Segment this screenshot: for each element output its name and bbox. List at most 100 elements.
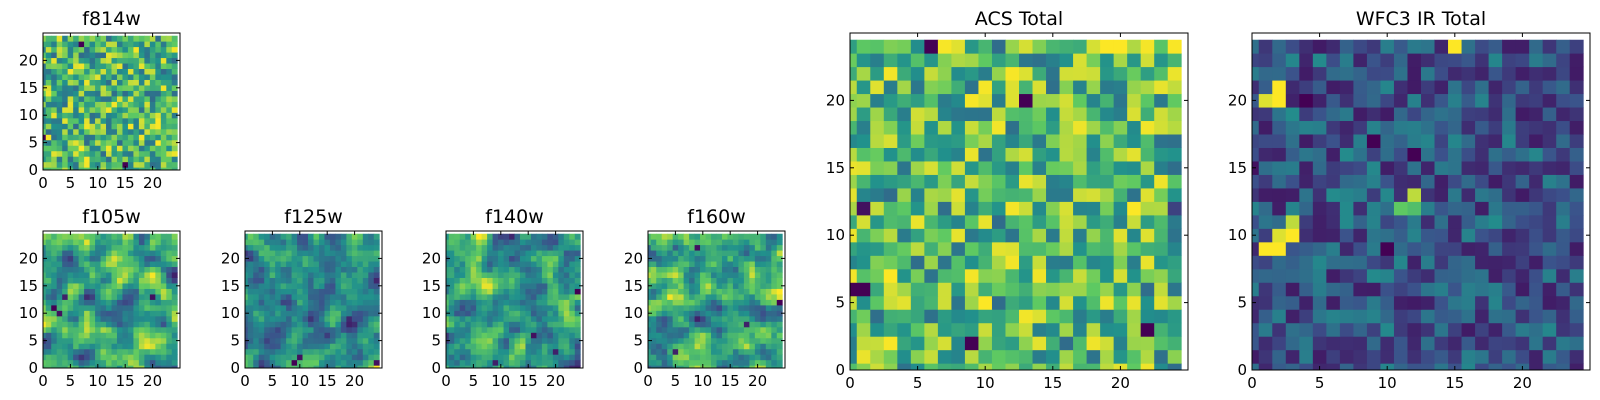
heatmap-cell [275,304,282,311]
heatmap-cell [357,294,364,300]
heatmap-cell [563,294,570,300]
heatmap-cell [525,359,532,366]
heatmap-cell [56,250,63,257]
heatmap-cell [771,283,778,289]
heatmap-cell [850,53,858,68]
heatmap-cell [743,272,750,278]
heatmap-cell [62,343,69,350]
heatmap-cell [1407,201,1422,216]
heatmap-cell [313,321,320,328]
heatmap-cell [1019,107,1033,122]
heatmap-cell [503,310,510,317]
heatmap-cell [672,299,679,306]
heatmap-cell [498,359,504,366]
heatmap-cell [661,288,668,295]
heatmap-cell [749,272,756,278]
heatmap-cell [498,288,504,295]
heatmap-cell [45,128,52,135]
heatmap-cell [700,250,706,257]
heatmap-cell [749,332,756,339]
heatmap-cell [661,233,668,240]
heatmap-cell [716,294,723,300]
heatmap-cell [503,266,510,273]
heatmap-cell [45,250,52,257]
heatmap-cell [84,96,90,102]
heatmap-cell [335,299,342,306]
heatmap-cell [514,250,521,257]
heatmap-cell [122,79,129,86]
heatmap-cell [89,85,96,91]
heatmap-cell [870,241,885,256]
heatmap-cell [470,310,477,317]
heatmap-cell [1475,107,1489,122]
heatmap-cell [558,255,565,262]
heatmap-cell [492,272,499,278]
heatmap-cell [732,332,739,339]
heatmap-cell [89,304,96,311]
heatmap-cell [1556,268,1571,283]
heatmap-cell [127,272,134,278]
heatmap-cell [1127,282,1142,297]
heatmap-cell [160,68,167,75]
heatmap-cell [89,294,96,300]
heatmap-cell [661,304,668,311]
heatmap-cell [308,315,314,322]
heatmap-cell [1140,282,1155,297]
heatmap-cell [160,304,167,311]
heatmap-cell [67,46,74,53]
heatmap-cell [481,255,488,262]
heatmap-cell [503,359,510,366]
heatmap-cell [335,294,342,300]
heatmap-cell [368,288,375,295]
heatmap-cell [1312,53,1327,68]
heatmap-cell [569,244,576,251]
heatmap-cell [498,294,504,300]
heatmap-cell [43,161,47,168]
heatmap-cell [106,299,112,306]
heatmap-cell [672,337,679,344]
heatmap-cell [1032,214,1047,229]
heatmap-cell [51,365,58,369]
heatmap-cell [122,117,129,124]
heatmap-cell [1258,295,1273,310]
heatmap-cell [84,332,90,339]
heatmap-cell [465,310,472,317]
heatmap-cell [678,244,685,251]
heatmap-cell [711,310,717,317]
heatmap-cell [111,272,118,278]
heatmap-cell [133,145,140,152]
heatmap-cell [166,68,173,75]
heatmap-cell [727,315,734,322]
heatmap-cell [67,299,74,306]
heatmap-cell [1127,147,1142,162]
heatmap-cell [672,277,679,284]
heatmap-cell [1529,214,1544,229]
heatmap-cell [1059,322,1074,337]
heatmap-cell [563,310,570,317]
heatmap-cell [978,147,993,162]
heatmap-cell [476,239,483,246]
heatmap-cell [138,79,145,86]
heatmap-cell [574,250,581,257]
heatmap-cell [716,288,723,295]
heatmap-cell [964,255,979,270]
heatmap-cell [1252,39,1260,54]
heatmap-cell [700,326,706,333]
heatmap-cell [149,272,156,278]
heatmap-cell [62,123,69,130]
heatmap-cell [308,294,314,300]
heatmap-cell [373,359,380,366]
heatmap-cell [160,315,167,322]
heatmap-cell [1258,161,1273,175]
heatmap-cell [1461,53,1476,68]
heatmap-cell [656,288,663,295]
heatmap-cell [84,52,90,59]
heatmap-cell [563,359,570,366]
heatmap-cell [106,134,112,141]
heatmap-cell [166,288,173,295]
heatmap-cell [498,326,504,333]
heatmap-cell [541,239,548,246]
heatmap-cell [373,250,380,257]
heatmap-cell [771,354,778,361]
heatmap-cell [1073,214,1087,229]
